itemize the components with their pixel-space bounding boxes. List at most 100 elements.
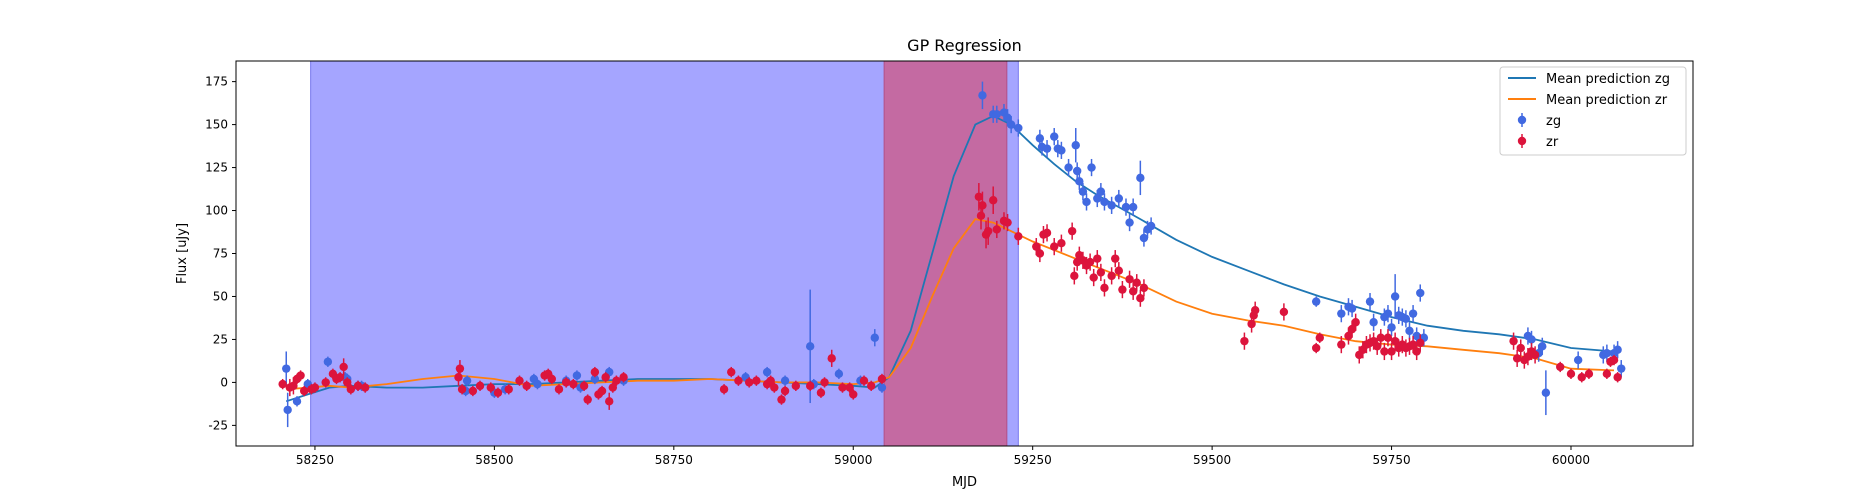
- data-point: [1100, 279, 1109, 297]
- point-marker: [1003, 113, 1012, 122]
- point-marker: [1132, 278, 1141, 287]
- point-marker: [1408, 309, 1418, 318]
- point-marker: [1315, 333, 1324, 342]
- data-point: [1003, 213, 1012, 232]
- x-tick-label: 59250: [1014, 453, 1052, 467]
- data-point: [989, 186, 998, 214]
- point-marker: [1365, 297, 1375, 306]
- point-marker: [504, 385, 513, 394]
- legend-item: zr: [1517, 134, 1559, 150]
- series-line: [286, 218, 1615, 391]
- point-marker: [493, 388, 503, 397]
- data-point: [572, 370, 582, 381]
- legend-item: Mean prediction zg: [1508, 72, 1670, 87]
- y-tick-label: 125: [205, 161, 228, 175]
- point-marker: [1072, 166, 1082, 176]
- data-point: [834, 368, 844, 379]
- point-marker: [1121, 202, 1131, 212]
- point-marker: [727, 367, 736, 377]
- y-tick-label: 75: [213, 247, 228, 261]
- point-marker: [770, 383, 779, 392]
- data-point: [1613, 372, 1622, 383]
- point-marker: [1087, 163, 1096, 172]
- point-marker: [1602, 348, 1612, 358]
- y-axis: -25 0 25 50 75 100 125 150 175: [205, 75, 236, 432]
- point-marker: [1311, 297, 1321, 306]
- data-point: [1387, 318, 1396, 336]
- data-point: [547, 373, 557, 385]
- point-marker: [579, 381, 589, 391]
- point-marker: [752, 376, 761, 385]
- data-point: [1035, 244, 1045, 263]
- data-point: [346, 384, 356, 395]
- x-tick-label: 59750: [1372, 453, 1410, 467]
- point-marker: [791, 381, 801, 391]
- data-point: [486, 382, 495, 393]
- data-point: [533, 378, 542, 390]
- data-point: [838, 382, 847, 393]
- point-marker: [1078, 187, 1088, 196]
- point-marker: [1390, 292, 1400, 301]
- point-marker: [1372, 342, 1382, 351]
- point-marker: [1050, 132, 1059, 141]
- point-marker: [1067, 226, 1077, 236]
- point-marker: [1035, 249, 1045, 258]
- data-point: [1096, 183, 1106, 201]
- point-marker: [1093, 254, 1102, 263]
- data-point: [1071, 128, 1080, 163]
- legend-label: zr: [1546, 135, 1559, 150]
- point-marker: [346, 385, 356, 394]
- data-point: [1408, 305, 1418, 323]
- data-point: [343, 377, 352, 388]
- data-point: [983, 217, 993, 245]
- point-marker: [1107, 271, 1116, 281]
- point-marker: [468, 386, 478, 396]
- point-marker: [1100, 283, 1109, 293]
- data-point: [468, 385, 478, 397]
- point-marker: [1609, 355, 1619, 365]
- point-marker: [283, 405, 292, 415]
- data-point: [1067, 222, 1077, 240]
- data-point: [1014, 119, 1023, 137]
- point-marker: [1387, 323, 1396, 332]
- point-marker: [462, 376, 472, 385]
- point-marker: [805, 381, 815, 391]
- data-point: [462, 375, 472, 386]
- legend-item: Mean prediction zr: [1508, 93, 1668, 108]
- data-point: [1602, 344, 1612, 362]
- point-marker: [1003, 218, 1012, 227]
- data-point: [752, 375, 761, 386]
- y-tick-label: 100: [205, 204, 228, 218]
- point-marker: [601, 373, 610, 382]
- point-marker: [299, 386, 309, 396]
- data-point: [1093, 250, 1102, 268]
- data-point: [1416, 334, 1425, 352]
- point-marker: [1250, 306, 1260, 315]
- point-marker: [583, 395, 592, 404]
- point-marker: [292, 397, 302, 406]
- data-point: [1114, 189, 1124, 208]
- shaded-span: [883, 61, 1008, 446]
- point-marker: [1416, 288, 1425, 298]
- data-point: [493, 387, 503, 398]
- data-point: [522, 380, 531, 391]
- data-point: [1042, 140, 1052, 158]
- point-marker: [877, 374, 887, 384]
- data-point: [619, 372, 628, 383]
- point-marker: [1344, 331, 1353, 341]
- point-marker: [289, 381, 298, 391]
- x-tick-label: 59000: [834, 453, 872, 467]
- data-point: [1070, 267, 1079, 285]
- point-marker: [619, 373, 628, 382]
- point-marker: [992, 225, 1001, 234]
- data-point: [605, 392, 614, 410]
- point-marker: [805, 342, 815, 351]
- point-marker: [321, 378, 330, 387]
- point-marker: [590, 367, 600, 377]
- point-marker: [1337, 340, 1346, 349]
- point-marker: [561, 378, 571, 387]
- data-point: [870, 329, 879, 347]
- point-marker: [1617, 364, 1626, 373]
- x-tick-label: 60000: [1552, 453, 1590, 467]
- data-point: [1337, 336, 1346, 354]
